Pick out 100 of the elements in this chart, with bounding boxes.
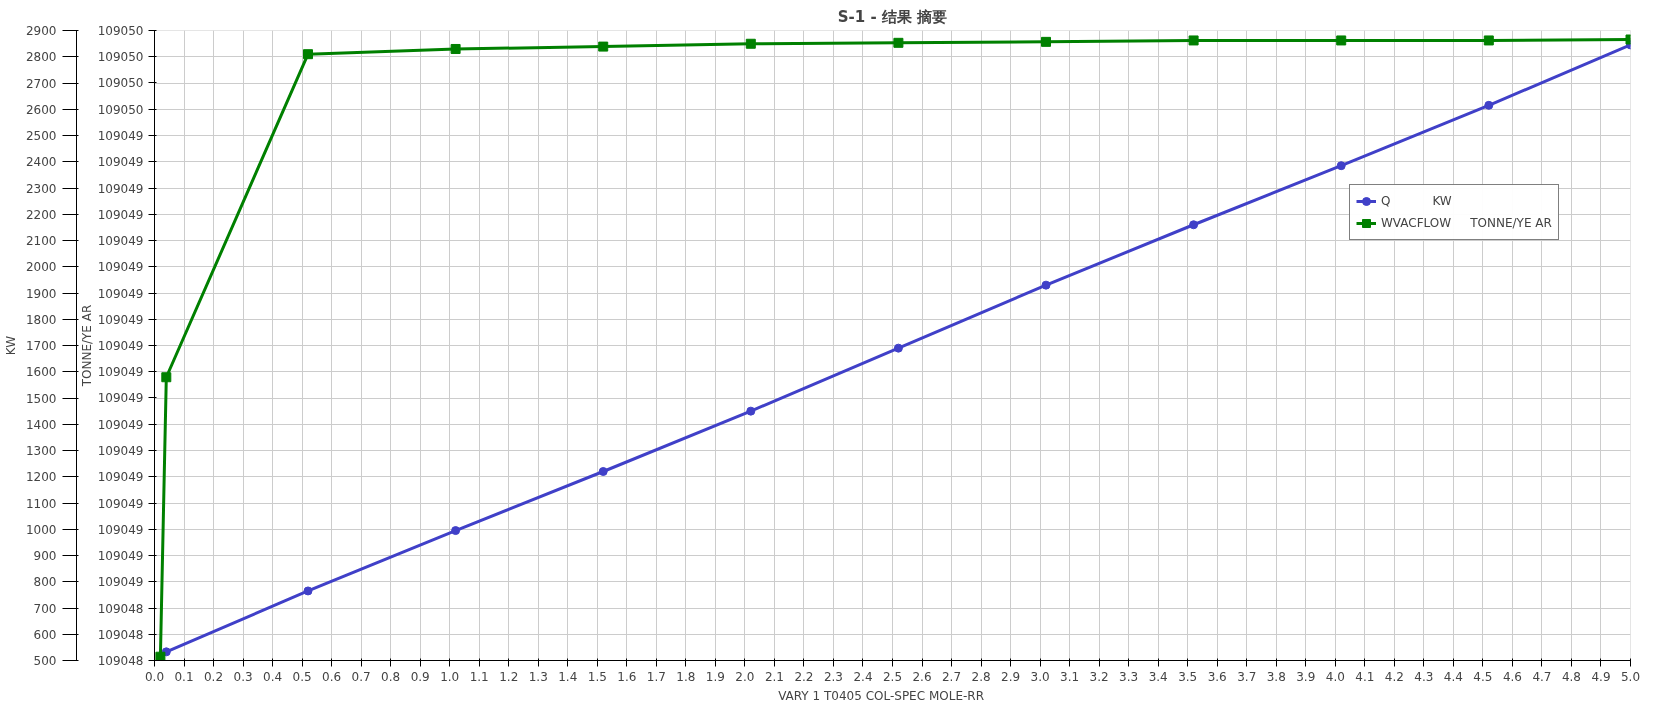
x-tick-label: 3.4 bbox=[1148, 669, 1168, 684]
x-tick-label: 2.2 bbox=[794, 669, 814, 684]
x-tick-label: 3.3 bbox=[1119, 669, 1139, 684]
x-tick-label: 0.7 bbox=[351, 669, 371, 684]
y2-tick-label: 2500 bbox=[25, 129, 57, 143]
point bbox=[893, 37, 904, 48]
y2-tick-label: 2400 bbox=[25, 155, 57, 170]
x-tick-label: 4.5 bbox=[1473, 669, 1493, 684]
y-tick-label: 109049 bbox=[97, 522, 144, 537]
x-tick-label: 3.8 bbox=[1266, 669, 1286, 684]
x-tick-label: 4.9 bbox=[1591, 669, 1611, 684]
x-tick-label: 1.5 bbox=[587, 669, 607, 684]
y2-tick-label: 800 bbox=[33, 575, 57, 590]
y-tick-label: 109049 bbox=[97, 207, 144, 222]
y-tick-label: 109049 bbox=[97, 548, 144, 563]
x-tick-label: 0.5 bbox=[292, 669, 312, 684]
x-tick-label: 2.6 bbox=[912, 669, 932, 684]
x-axis-title: VARY 1 T0405 COL-SPEC MOLE-RR bbox=[778, 688, 984, 703]
x-tick-label: 2.7 bbox=[942, 669, 962, 684]
legend-label: Q KW bbox=[1381, 194, 1452, 208]
x-tick-label: 0.6 bbox=[322, 669, 342, 684]
point bbox=[1484, 100, 1494, 110]
y2-tick-label: 500 bbox=[33, 654, 57, 668]
point bbox=[1336, 161, 1346, 171]
y2-tick-label: 2700 bbox=[25, 76, 57, 91]
x-tick-label: 4.6 bbox=[1502, 669, 1522, 684]
y2-tick-label: 2100 bbox=[25, 234, 57, 248]
x-tick-label: 0.8 bbox=[381, 669, 401, 684]
x-tick-label: 2.0 bbox=[735, 669, 755, 684]
y2-tick-label: 1900 bbox=[25, 286, 57, 301]
x-tick-label: 3.7 bbox=[1237, 669, 1257, 684]
x-tick-label: 1.9 bbox=[705, 669, 725, 684]
x-tick-label: 4.4 bbox=[1443, 669, 1463, 684]
y-tick-label: 109049 bbox=[97, 365, 144, 380]
y-tick-label: 109049 bbox=[97, 260, 144, 275]
point bbox=[598, 467, 608, 476]
y-tick-label: 109049 bbox=[97, 233, 144, 248]
point bbox=[161, 372, 172, 383]
x-tick-label: 2.1 bbox=[764, 669, 784, 684]
y2-tick-label: 900 bbox=[33, 549, 57, 563]
x-tick-label: 5.0 bbox=[1620, 669, 1641, 684]
y2-axis-title: KW bbox=[3, 335, 18, 356]
y2-tick-label: 1200 bbox=[25, 470, 57, 485]
x-tick-label: 4.2 bbox=[1384, 669, 1404, 684]
y-tick-label: 109049 bbox=[97, 286, 144, 301]
y2-tick-label: 600 bbox=[33, 627, 57, 642]
x-tick-label: 4.3 bbox=[1414, 669, 1434, 684]
x-tick-label: 1.4 bbox=[558, 669, 578, 684]
y2-tick-label: 2200 bbox=[25, 207, 57, 222]
x-tick-label: 2.3 bbox=[823, 669, 844, 684]
y-tick-label: 109049 bbox=[97, 575, 144, 590]
y2-tick-label: 1500 bbox=[25, 391, 57, 406]
point bbox=[1041, 280, 1051, 290]
x-tick-label: 0.9 bbox=[410, 669, 430, 684]
x-tick-label: 0.0 bbox=[144, 669, 165, 684]
y-tick-label: 109050 bbox=[97, 24, 144, 38]
y2-tick-label: 2600 bbox=[25, 102, 57, 117]
x-tick-label: 4.7 bbox=[1532, 669, 1552, 684]
x-tick-label: 0.3 bbox=[233, 669, 253, 684]
x-tick-label: 3.5 bbox=[1178, 669, 1198, 684]
point bbox=[1336, 35, 1347, 46]
y-tick-label: 109048 bbox=[97, 627, 144, 642]
y2-tick-label: 2000 bbox=[25, 260, 57, 275]
x-tick-label: 0.1 bbox=[174, 669, 194, 684]
x-tick-label: 3.1 bbox=[1060, 669, 1080, 684]
x-tick-label: 1.3 bbox=[528, 669, 548, 684]
y-tick-label: 109048 bbox=[97, 601, 144, 616]
y-tick-label: 109050 bbox=[97, 76, 144, 91]
point bbox=[451, 526, 461, 536]
y-axis-title: TONNE/YE AR bbox=[79, 304, 94, 388]
y-tick-label: 109049 bbox=[97, 417, 144, 432]
point bbox=[893, 343, 903, 353]
x-tick-label: 3.6 bbox=[1207, 669, 1227, 684]
point bbox=[1188, 35, 1199, 46]
y2-tick-label: 700 bbox=[33, 601, 57, 616]
y-tick-label: 109048 bbox=[97, 654, 144, 668]
y-tick-label: 109049 bbox=[97, 444, 144, 459]
legend-label: WVACFLOW TONNE/YE AR bbox=[1381, 216, 1552, 230]
x-tick-label: 3.9 bbox=[1296, 669, 1316, 684]
y2-tick-label: 1400 bbox=[25, 417, 57, 432]
x-tick-label: 1.1 bbox=[469, 669, 489, 684]
y2-tick-label: 1800 bbox=[25, 312, 57, 327]
x-tick-label: 2.8 bbox=[971, 669, 991, 684]
point bbox=[303, 586, 313, 596]
x-tick-label: 0.4 bbox=[263, 669, 283, 684]
x-tick-label: 3.2 bbox=[1089, 669, 1109, 684]
x-tick-label: 1.2 bbox=[499, 669, 519, 684]
x-tick-label: 1.8 bbox=[676, 669, 696, 684]
y-tick-label: 109050 bbox=[97, 50, 144, 65]
x-tick-label: 4.1 bbox=[1355, 669, 1375, 684]
y-tick-label: 109049 bbox=[97, 339, 144, 353]
y-tick-label: 109049 bbox=[97, 129, 144, 144]
x-tick-label: 2.9 bbox=[1001, 669, 1021, 684]
y2-tick-label: 1100 bbox=[25, 496, 57, 511]
y-tick-label: 109049 bbox=[97, 312, 144, 327]
x-tick-label: 2.5 bbox=[882, 669, 903, 684]
y2-tick-label: 2800 bbox=[25, 50, 57, 65]
y-tick-label: 109049 bbox=[97, 391, 144, 406]
y2-tick-label: 2300 bbox=[25, 181, 57, 196]
y-tick-label: 109049 bbox=[97, 181, 144, 196]
